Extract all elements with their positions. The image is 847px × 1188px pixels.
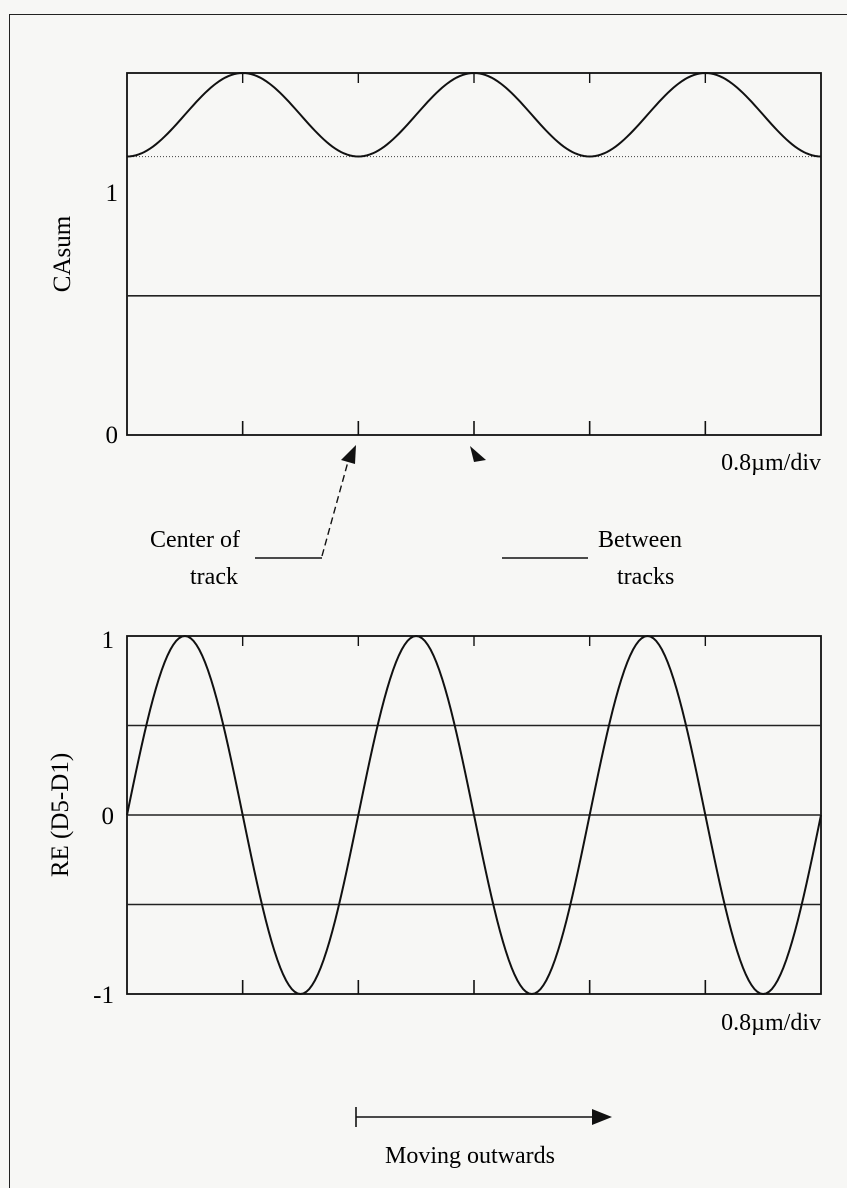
between-tracks-label-line2: tracks — [617, 564, 674, 590]
moving-outwards-label: Moving outwards — [385, 1143, 555, 1169]
between-tracks-label-line1: Between — [598, 527, 682, 553]
center-of-track-label-line2: track — [190, 564, 238, 590]
moving-outwards-indicator: Moving outwards — [355, 1107, 612, 1169]
top-plot: CAsum 1 0 0.8µm/div — [49, 71, 822, 476]
bottom-y-tick-1: 1 — [102, 627, 115, 654]
bottom-y-axis-label: RE (D5-D1) — [47, 753, 74, 877]
bottom-y-tick-neg1: -1 — [93, 982, 114, 1009]
page-frame — [9, 14, 847, 1188]
top-y-tick-0: 0 — [106, 422, 119, 449]
bottom-y-tick-0: 0 — [102, 803, 115, 830]
top-x-scale-label: 0.8µm/div — [721, 450, 821, 476]
center-of-track-pointer-line — [321, 457, 350, 557]
track-annotations: Center of track Between tracks — [150, 445, 682, 590]
top-plot-frame — [126, 72, 822, 436]
top-y-tick-1: 1 — [106, 180, 119, 207]
center-of-track-arrowhead — [341, 445, 356, 464]
center-of-track-label-line1: Center of — [150, 527, 240, 553]
bottom-plot: RE (D5-D1) 1 0 -1 0.8µm/div — [47, 627, 822, 1036]
between-tracks-arrowhead — [470, 446, 486, 462]
top-y-axis-label: CAsum — [49, 215, 76, 292]
bottom-series-line — [126, 634, 822, 996]
bottom-x-scale-label: 0.8µm/div — [721, 1010, 821, 1036]
top-plot-grid — [127, 73, 821, 435]
moving-outwards-arrowhead — [592, 1109, 612, 1125]
top-series-line — [126, 71, 822, 158]
